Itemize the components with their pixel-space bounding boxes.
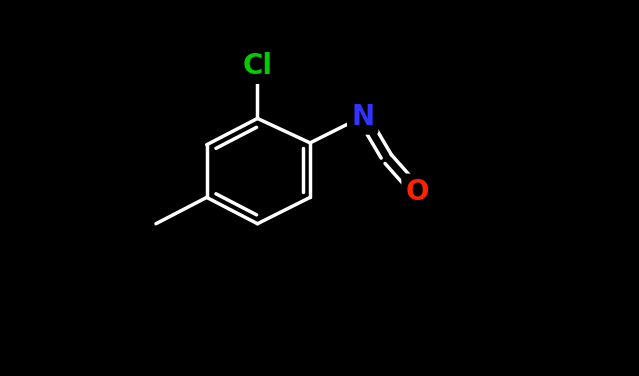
Text: N: N xyxy=(351,103,374,130)
Text: Cl: Cl xyxy=(242,52,272,80)
Text: O: O xyxy=(406,178,429,206)
